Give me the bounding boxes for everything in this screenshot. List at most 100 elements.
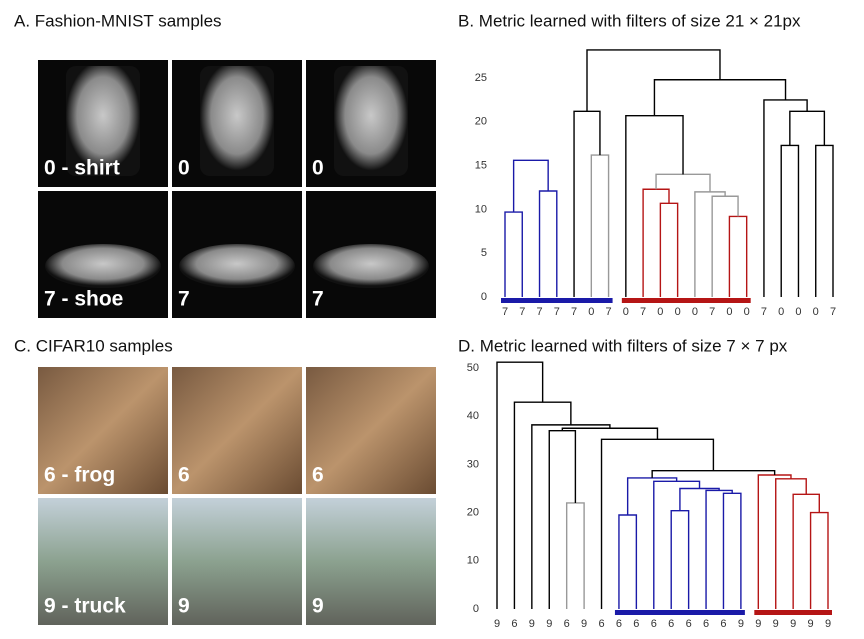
leaf-label: 0 [795,306,801,318]
sample-label: 9 - truck [44,595,126,618]
y-tick-label: 30 [467,458,479,470]
leaf-label: 7 [640,306,646,318]
leaf-label: 0 [588,306,594,318]
leaf-label: 7 [519,306,525,318]
image-content [38,367,168,494]
y-tick-label: 0 [481,291,487,303]
y-tick-label: 25 [475,72,487,84]
image-content [334,66,408,176]
leaf-label: 6 [633,618,639,630]
dendrogram-link [763,99,808,297]
leaf-label: 0 [675,306,681,318]
sample-label: 0 [178,157,190,180]
image-content [306,367,436,494]
dendrogram-link [670,509,690,609]
y-tick-label: 40 [467,410,479,422]
dendrogram-link [789,110,826,146]
dendrogram-link [504,211,523,297]
dendrogram-link [694,191,726,297]
cluster-bar [501,298,613,303]
image-content [313,244,429,288]
dendrogram-link [512,159,549,213]
dendrogram-link [792,493,820,609]
leaf-label: 0 [744,306,750,318]
leaf-label: 7 [536,306,542,318]
dendrogram-link [679,487,720,511]
cluster-bar [621,298,751,303]
cluster-bar [614,610,745,615]
sample-label: 0 [312,157,324,180]
dendrogram-link [586,49,721,112]
leaf-label: 7 [761,306,767,318]
leaf-label: 9 [529,618,535,630]
leaf-label: 6 [616,618,622,630]
leaf-label: 0 [692,306,698,318]
dendrogram-link [590,154,610,297]
y-tick-label: 0 [473,603,479,615]
leaf-label: 6 [564,618,570,630]
panel-title: D. Metric learned with filters of size 7… [458,336,788,355]
dendrogram-link [618,514,638,609]
dendrogram-link [757,474,792,609]
leaf-label: 6 [686,618,692,630]
leaf-label: 7 [709,306,715,318]
dendrogram-link [513,401,572,609]
sample-label: 6 - frog [44,464,115,487]
leaf-label: 0 [623,306,629,318]
dendrogram-link [722,492,742,609]
dendrogram-link [573,110,601,297]
leaf-label: 7 [606,306,612,318]
image-content [172,498,302,625]
dendrogram-link [651,469,776,478]
y-tick-label: 50 [467,362,479,374]
dendrogram-link [659,202,679,297]
image-content [179,244,295,288]
leaf-label: 9 [790,618,796,630]
image-content [172,367,302,494]
leaf-label: 9 [808,618,814,630]
dendrogram-link [705,489,733,609]
cluster-bar [754,610,832,615]
image-content [200,66,274,176]
leaf-label: 9 [581,618,587,630]
leaf-label: 6 [703,618,709,630]
leaf-label: 9 [494,618,500,630]
dendrogram-link [642,188,670,297]
leaf-label: 0 [778,306,784,318]
sample-label: 0 - shirt [44,157,120,180]
dendrogram-link [548,429,577,609]
y-tick-label: 15 [475,160,487,172]
leaf-label: 6 [720,618,726,630]
panel-title: C. CIFAR10 samples [14,336,173,355]
leaf-label: 6 [598,618,604,630]
dendrogram-link [728,215,748,297]
leaf-label: 7 [571,306,577,318]
leaf-label: 7 [830,306,836,318]
dendrogram-link [531,424,611,609]
dendrogram-link [809,511,829,609]
dendrogram-link [565,502,585,609]
leaf-label: 9 [755,618,761,630]
sample-label: 7 [178,288,190,311]
leaf-label: 7 [554,306,560,318]
dendrogram-link [653,79,787,116]
y-tick-label: 5 [481,247,487,259]
dendrogram-link [626,477,678,516]
y-tick-label: 10 [475,203,487,215]
dendrogram-link [780,144,800,297]
leaf-label: 0 [813,306,819,318]
y-tick-label: 20 [467,507,479,519]
dendrogram-link [625,114,684,297]
leaf-label: 9 [738,618,744,630]
leaf-label: 7 [502,306,508,318]
dendrogram-link [496,361,544,609]
dendrogram-link [711,195,739,297]
leaf-label: 9 [546,618,552,630]
image-content [38,498,168,625]
leaf-label: 0 [726,306,732,318]
image-content [66,66,140,176]
dendrogram-link [561,427,659,440]
dendrogram-link [538,190,558,297]
image-content [45,244,161,288]
